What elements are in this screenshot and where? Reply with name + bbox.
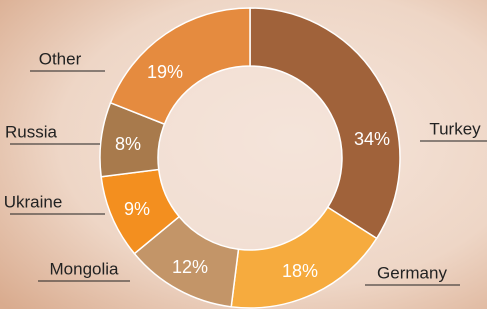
category-label: Other (39, 49, 82, 68)
value-label: 34% (354, 129, 390, 149)
donut-hole (158, 66, 342, 250)
value-label: 19% (147, 62, 183, 82)
category-label: Mongolia (50, 259, 120, 278)
category-label: Ukraine (4, 192, 63, 211)
category-label: Russia (5, 122, 58, 141)
chart: 34% Turkey 18% Germany 12% Mongolia 9% Ukraine 8… (0, 0, 487, 309)
value-label: 18% (282, 261, 318, 281)
category-label: Germany (377, 263, 447, 282)
value-label: 12% (172, 257, 208, 277)
category-label: Turkey (429, 119, 481, 138)
value-label: 9% (124, 199, 150, 219)
value-label: 8% (115, 134, 141, 154)
